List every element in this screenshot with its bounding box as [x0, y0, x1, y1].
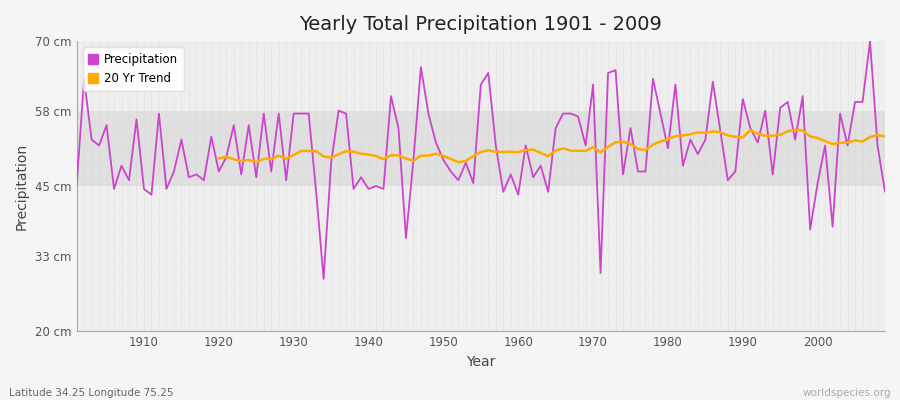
Title: Yearly Total Precipitation 1901 - 2009: Yearly Total Precipitation 1901 - 2009: [300, 15, 662, 34]
20 Yr Trend: [879, 134, 890, 139]
X-axis label: Year: Year: [466, 355, 496, 369]
Line: Precipitation: Precipitation: [76, 41, 885, 279]
Line: 20 Yr Trend: 20 Yr Trend: [219, 130, 885, 162]
Precipitation: [348, 186, 359, 191]
Precipitation: [131, 117, 142, 122]
20 Yr Trend: [341, 149, 352, 154]
Precipitation: [879, 189, 890, 194]
Text: worldspecies.org: worldspecies.org: [803, 388, 891, 398]
Precipitation: [520, 143, 531, 148]
20 Yr Trend: [513, 150, 524, 154]
Precipitation: [296, 111, 307, 116]
Legend: Precipitation, 20 Yr Trend: Precipitation, 20 Yr Trend: [83, 47, 184, 91]
Y-axis label: Precipitation: Precipitation: [15, 142, 29, 230]
20 Yr Trend: [505, 150, 516, 154]
Precipitation: [865, 39, 876, 44]
20 Yr Trend: [603, 144, 614, 149]
20 Yr Trend: [296, 148, 307, 153]
Bar: [76, 111, 885, 186]
Precipitation: [71, 184, 82, 188]
Precipitation: [319, 276, 329, 281]
Text: Latitude 34.25 Longitude 75.25: Latitude 34.25 Longitude 75.25: [9, 388, 174, 398]
Precipitation: [513, 192, 524, 197]
Precipitation: [610, 68, 621, 72]
